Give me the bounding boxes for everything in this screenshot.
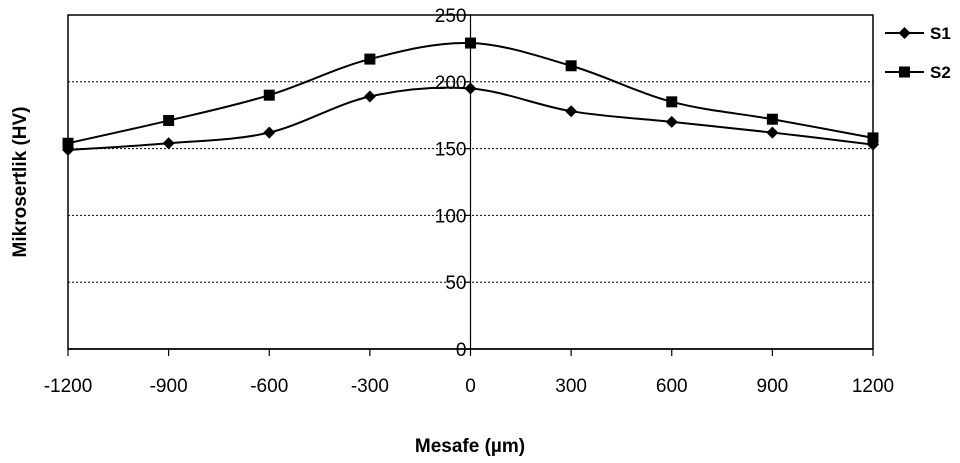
x-tick-label: 900 (757, 376, 789, 397)
series-s1 (62, 82, 879, 156)
data-point-s2 (62, 137, 74, 149)
legend-label-s2: S2 (930, 63, 951, 82)
data-point-s1 (464, 82, 477, 95)
data-point-s2 (666, 96, 678, 108)
data-point-s1 (263, 126, 276, 139)
data-point-s1 (162, 137, 175, 150)
y-tick-label: 200 (435, 73, 467, 94)
legend-item-s1: S1 (885, 24, 951, 43)
series-s2 (62, 37, 879, 149)
legend-item-s2: S2 (885, 63, 951, 82)
x-tick-label: 0 (465, 376, 476, 397)
data-point-s2 (163, 115, 175, 127)
data-point-s1 (766, 126, 779, 139)
y-axis-title: Mikrosertlik (HV) (10, 107, 31, 258)
series-layer (62, 37, 879, 156)
data-point-s2 (465, 37, 476, 49)
x-axis-title: Mesafe (µm) (415, 436, 525, 457)
x-tick-label: -900 (150, 376, 188, 397)
x-tick-label: -600 (250, 376, 288, 397)
data-point-s2 (364, 53, 376, 65)
y-tick-label: 0 (456, 340, 467, 361)
data-point-s2 (263, 89, 275, 101)
legend-label-s1: S1 (930, 24, 951, 43)
x-tick-label: 1200 (852, 376, 894, 397)
legend: S1 S2 (885, 24, 951, 82)
y-tick-label: 250 (435, 6, 467, 27)
y-tick-label: 50 (445, 273, 466, 294)
data-point-s1 (363, 90, 376, 103)
legend-marker-s1 (898, 27, 911, 39)
x-tick-label: -300 (351, 376, 389, 397)
y-tick-label: 150 (435, 140, 467, 161)
data-point-s1 (665, 115, 678, 128)
axes: 0 50 100 150 200 250 -1200 -900 -600 -300 0 300 600 9… (44, 6, 894, 397)
x-tick-label: 300 (555, 376, 587, 397)
legend-marker-s2 (899, 66, 910, 78)
data-point-s2 (867, 132, 879, 144)
data-point-s2 (565, 60, 577, 72)
x-tick-label: 600 (656, 376, 688, 397)
x-tick-label: -1200 (44, 376, 93, 397)
data-point-s1 (565, 105, 578, 118)
data-point-s2 (766, 113, 778, 125)
y-tick-label: 100 (435, 206, 467, 227)
